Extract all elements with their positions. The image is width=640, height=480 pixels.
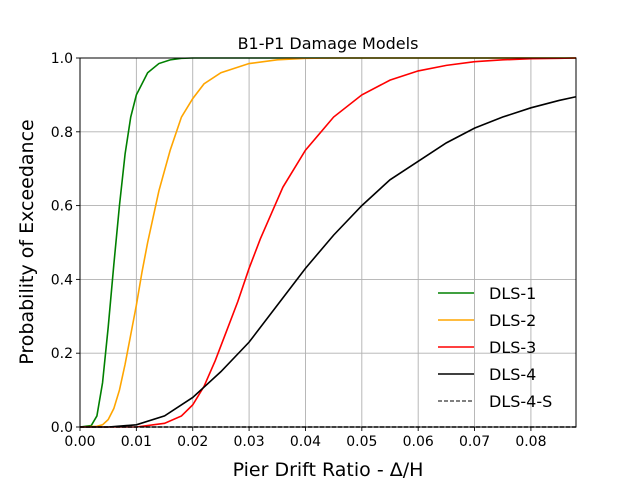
legend: DLS-1 DLS-2 DLS-3 DLS-4 DLS-4-S [438,284,552,411]
legend-label-dls-3: DLS-3 [489,338,536,357]
x-axis-label: Pier Drift Ratio - Δ/H [233,459,424,480]
x-tick-label: 0.02 [177,434,208,450]
series-line-dls-3 [80,57,577,428]
x-tick-label: 0.05 [346,434,377,450]
series-line-dls-1 [79,57,576,428]
grid-layer [79,57,576,428]
y-tick-label: 0.8 [51,125,73,141]
series-layer [79,57,577,428]
y-tick-label: 0.6 [51,199,73,215]
plot-frame [79,57,577,428]
y-axis-label: Probability of Exceedance [16,119,38,364]
y-tick-label: 0.2 [51,346,73,362]
legend-label-dls-2: DLS-2 [489,311,536,330]
x-tick-label: 0.00 [64,434,95,450]
legend-label-dls-4: DLS-4 [489,365,536,384]
y-tick-label: 0.4 [51,272,73,288]
x-tick-label: 0.07 [459,434,490,450]
chart-title: B1-P1 Damage Models [238,34,419,53]
series-line-dls-2 [79,57,576,428]
y-tick-label: 0.0 [51,420,73,436]
x-tick-label: 0.08 [515,434,546,450]
tick-layer: 0.00 0.01 0.02 0.03 0.04 0.05 0.06 0.07 0.08 0.0 0… [51,51,547,450]
series-line-dls-4 [80,95,577,428]
x-tick-label: 0.06 [403,434,434,450]
legend-label-dls-4-s: DLS-4-S [489,392,552,411]
x-tick-label: 0.03 [234,434,265,450]
x-tick-label: 0.01 [121,434,152,450]
y-tick-label: 1.0 [51,51,73,67]
x-tick-label: 0.04 [290,434,321,450]
legend-label-dls-1: DLS-1 [489,284,536,303]
